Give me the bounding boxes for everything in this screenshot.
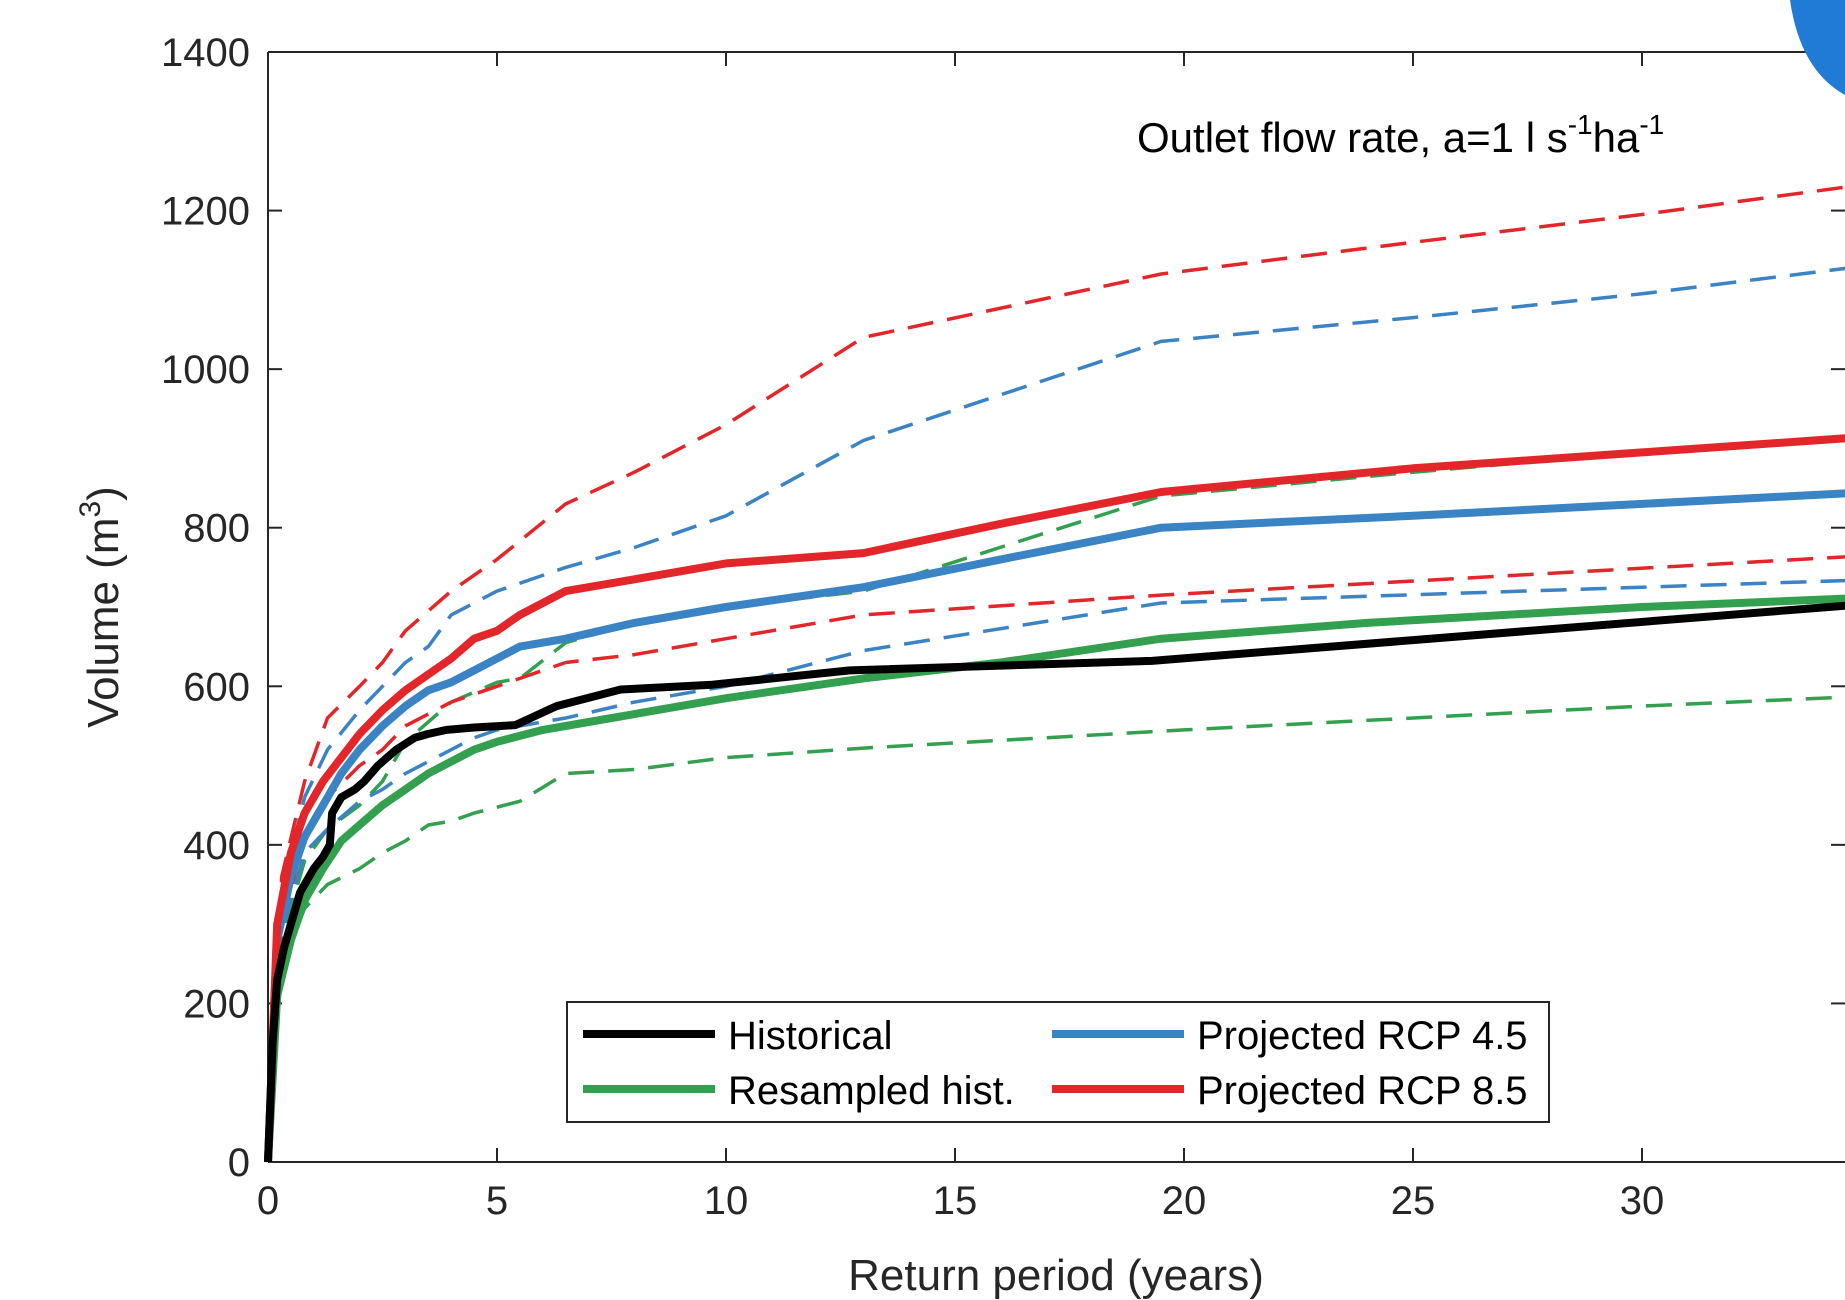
y-axis-label-sup: 3 [74,501,107,518]
x-tick-label: 0 [257,1179,279,1223]
plot-area [267,51,1845,1163]
y-tick-label: 400 [183,824,250,868]
y-axis-label-main: Volume (m [79,518,128,728]
series-line-projected-rcp-8-5 [264,434,1845,1163]
series-line-bound-4 [266,695,1845,1163]
x-tick-label: 10 [704,1179,749,1223]
legend-label-rcp85: Projected RCP 8.5 [1197,1069,1528,1113]
y-tick-label: 800 [183,507,250,551]
series-layer [264,185,1845,1163]
series-line-projected-rcp-4-5 [264,489,1845,1163]
y-tick-label: 1400 [161,31,250,75]
x-tick-labels: 0 5 10 15 20 25 30 [257,1179,1664,1223]
series-line-resampled-hist [264,594,1845,1163]
y-tick-label: 1200 [161,190,250,234]
legend-label-historical: Historical [728,1014,892,1058]
annotation-sup2: -1 [1639,109,1664,140]
y-tick-label: 1000 [161,348,250,392]
series-line-bound-6 [266,578,1845,1163]
series-line-bound-7 [266,266,1845,1163]
y-axis-label-end: ) [79,486,128,501]
legend: Historical Resampled hist. Projected RCP… [566,1001,1550,1123]
x-tick-label: 25 [1391,1179,1436,1223]
x-tick-label: 20 [1162,1179,1207,1223]
y-tick-label: 600 [183,665,250,709]
y-tick-label: 200 [183,982,250,1026]
y-tick-label: 0 [228,1141,250,1185]
y-axis-label: Volume (m3) [74,486,128,728]
x-axis-label: Return period (years) [848,1251,1264,1300]
x-tick-label: 5 [486,1179,508,1223]
annotation-text: Outlet flow rate, a=1 l s [1137,114,1568,161]
corner-blob [1790,0,1845,95]
x-tick-label: 30 [1620,1179,1665,1223]
annotation-sup1: -1 [1568,109,1593,140]
y-tick-labels: 0 200 400 600 800 1000 1200 1400 [161,31,250,1185]
chart-annotation: Outlet flow rate, a=1 l s-1ha-1 [1137,109,1664,161]
series-line-historical [264,601,1845,1163]
annotation-mid: ha [1593,114,1640,161]
series-line-bound-9 [266,185,1845,1163]
x-tick-label: 15 [933,1179,978,1223]
legend-label-rcp45: Projected RCP 4.5 [1197,1014,1528,1058]
legend-label-resampled: Resampled hist. [728,1069,1015,1113]
legend-box [566,1001,1550,1123]
axis-ticks [267,51,1845,1163]
